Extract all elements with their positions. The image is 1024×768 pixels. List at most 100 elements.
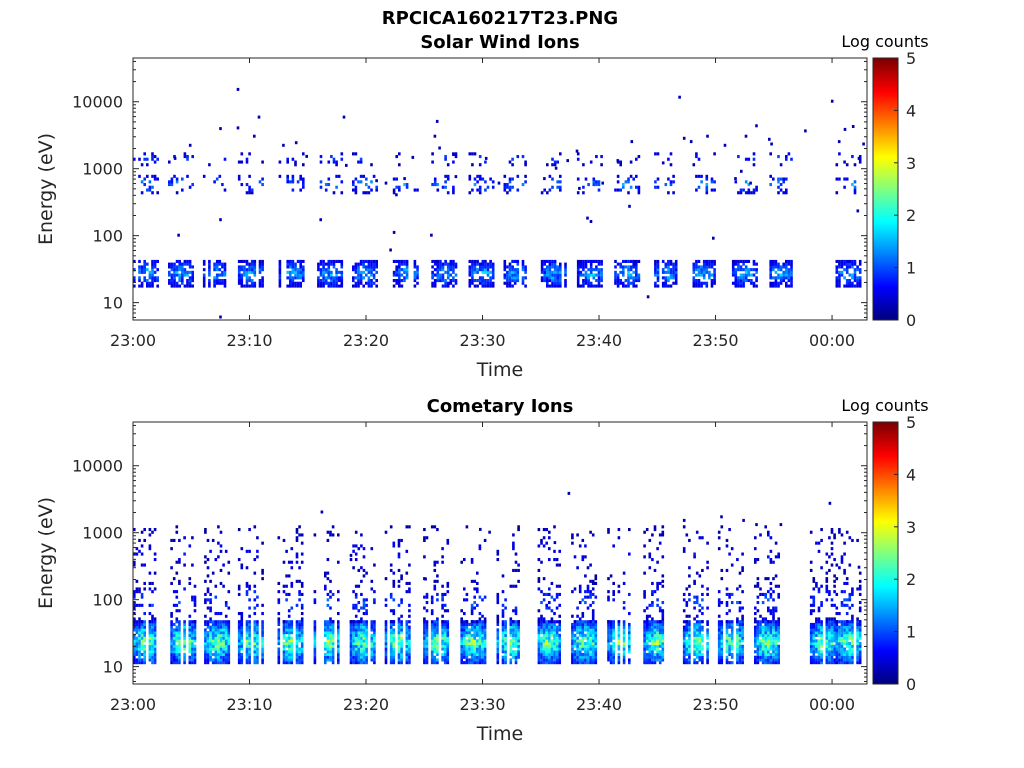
heatmap-cell xyxy=(240,622,244,626)
heatmap-cell xyxy=(222,652,225,656)
heatmap-cell xyxy=(214,652,218,656)
heatmap-cell xyxy=(140,633,144,637)
heatmap-cell xyxy=(774,281,778,285)
heatmap-cell xyxy=(648,636,652,640)
heatmap-cell xyxy=(624,259,628,263)
heatmap-cell xyxy=(202,276,206,280)
heatmap-cell xyxy=(397,639,401,643)
heatmap-cell xyxy=(693,595,696,599)
heatmap-cell xyxy=(607,652,610,656)
heatmap-cell xyxy=(674,273,678,277)
heatmap-cell xyxy=(227,652,231,656)
heatmap-cell xyxy=(222,625,225,629)
heatmap-cell xyxy=(298,636,301,640)
heatmap-cell xyxy=(405,262,409,266)
heatmap-cell xyxy=(622,185,625,189)
heatmap-cell xyxy=(513,281,517,285)
heatmap-cell xyxy=(556,284,559,288)
heatmap-cell xyxy=(439,273,442,277)
heatmap-cell xyxy=(840,259,844,263)
heatmap-cell xyxy=(248,652,251,656)
heatmap-cell xyxy=(705,262,709,266)
heatmap-cell xyxy=(214,584,218,588)
heatmap-cell xyxy=(245,259,249,263)
heatmap-cell xyxy=(517,655,520,659)
heatmap-cell xyxy=(701,620,704,624)
heatmap-cell xyxy=(840,270,844,274)
heatmap-cell xyxy=(700,270,703,274)
heatmap-cell xyxy=(446,652,450,656)
heatmap-cell xyxy=(444,262,447,266)
heatmap-cell xyxy=(628,661,631,665)
heatmap-cell xyxy=(452,259,455,263)
heatmap-cell xyxy=(843,177,846,181)
heatmap-cell xyxy=(658,631,662,635)
colorbar-segment xyxy=(873,217,898,221)
heatmap-cell xyxy=(597,180,601,184)
colorbar-segment xyxy=(873,115,898,118)
heatmap-cell xyxy=(470,620,474,624)
heatmap-cell xyxy=(395,177,398,181)
heatmap-cell xyxy=(609,661,613,665)
heatmap-cell xyxy=(400,652,403,656)
heatmap-cell xyxy=(168,160,171,164)
heatmap-cell xyxy=(555,644,559,648)
colorbar-segment xyxy=(873,174,898,178)
heatmap-cell xyxy=(774,284,778,288)
heatmap-cell xyxy=(237,528,241,532)
heatmap-cell xyxy=(717,639,721,643)
heatmap-cell xyxy=(352,268,355,272)
heatmap-cell xyxy=(772,284,775,288)
heatmap-cell xyxy=(405,652,409,656)
heatmap-cell xyxy=(298,661,301,665)
heatmap-cell xyxy=(441,620,444,624)
heatmap-cell xyxy=(206,538,210,542)
heatmap-cell xyxy=(672,174,675,178)
heatmap-cell xyxy=(516,273,520,277)
heatmap-cell xyxy=(578,590,582,594)
heatmap-cell xyxy=(370,658,374,662)
heatmap-cell xyxy=(468,177,472,181)
heatmap-cell xyxy=(395,268,398,272)
heatmap-cell xyxy=(206,652,210,656)
heatmap-cell xyxy=(553,612,556,616)
heatmap-cell xyxy=(397,552,401,556)
heatmap-cell xyxy=(436,273,440,277)
heatmap-cell xyxy=(153,628,157,632)
heatmap-cell xyxy=(405,642,409,646)
heatmap-cell xyxy=(372,268,376,272)
heatmap-cell xyxy=(436,592,439,596)
heatmap-cell xyxy=(701,644,704,648)
heatmap-cell xyxy=(300,642,304,646)
heatmap-cell xyxy=(702,276,706,280)
heatmap-cell xyxy=(622,183,625,187)
heatmap-cell xyxy=(362,174,365,178)
heatmap-cell xyxy=(790,265,793,269)
heatmap-cell xyxy=(332,284,336,288)
heatmap-cell xyxy=(674,279,678,283)
heatmap-cell xyxy=(181,281,184,285)
heatmap-cell xyxy=(392,628,396,632)
heatmap-cell xyxy=(446,644,450,648)
heatmap-cell xyxy=(742,276,745,280)
heatmap-cell xyxy=(609,628,613,632)
heatmap-cell xyxy=(720,628,724,632)
heatmap-cell xyxy=(576,631,579,635)
heatmap-cell xyxy=(299,284,302,288)
heatmap-cell xyxy=(170,538,173,542)
heatmap-cell xyxy=(357,180,360,184)
heatmap-cell xyxy=(476,625,479,629)
heatmap-cell xyxy=(191,625,194,629)
heatmap-cell xyxy=(728,650,731,654)
heatmap-cell xyxy=(737,265,740,269)
heatmap-cell xyxy=(468,259,472,263)
heatmap-cell xyxy=(553,622,556,626)
heatmap-cell xyxy=(622,273,625,277)
heatmap-cell xyxy=(701,592,704,596)
heatmap-cell xyxy=(504,625,507,629)
heatmap-cell xyxy=(335,268,338,272)
heatmap-cell xyxy=(444,157,447,161)
heatmap-cell xyxy=(643,555,646,559)
colorbar-segment xyxy=(873,231,898,235)
heatmap-cell xyxy=(471,259,474,263)
